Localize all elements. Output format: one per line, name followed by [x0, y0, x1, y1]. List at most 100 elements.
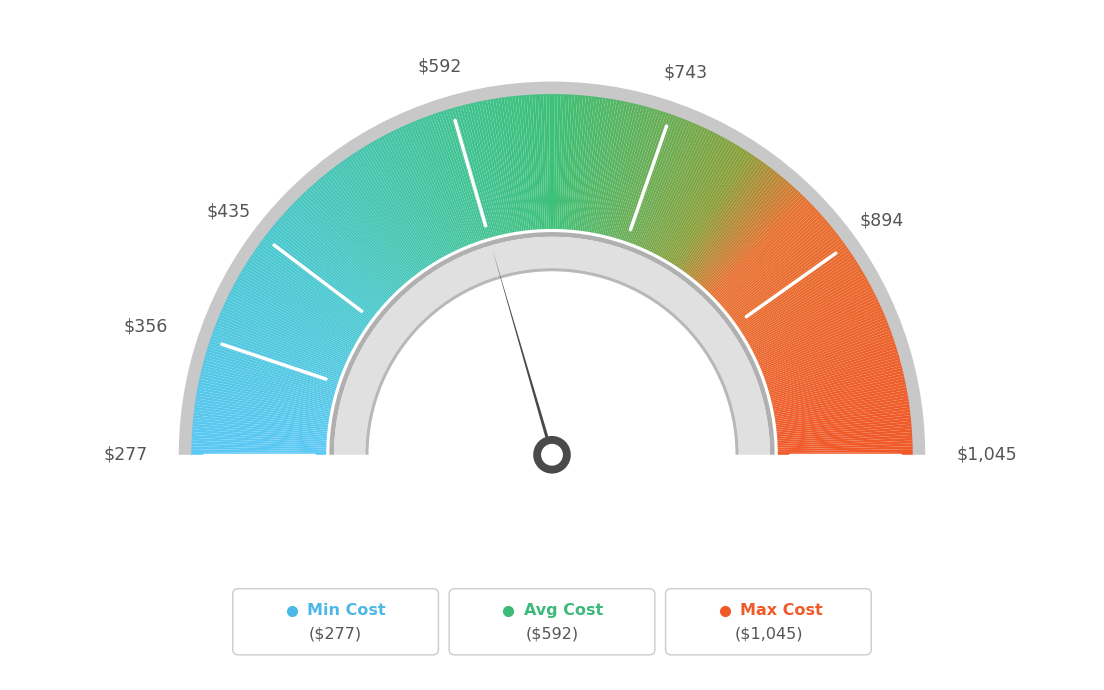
Wedge shape [563, 95, 572, 229]
Wedge shape [357, 150, 431, 265]
Wedge shape [655, 133, 719, 255]
Wedge shape [192, 424, 327, 437]
Wedge shape [209, 341, 338, 385]
Wedge shape [739, 252, 852, 329]
Wedge shape [587, 99, 612, 232]
Wedge shape [765, 335, 893, 382]
Wedge shape [314, 182, 404, 286]
Wedge shape [661, 139, 729, 258]
Wedge shape [570, 95, 583, 230]
Wedge shape [192, 432, 327, 442]
Wedge shape [771, 362, 901, 399]
Wedge shape [201, 368, 332, 402]
Wedge shape [291, 204, 390, 299]
Wedge shape [420, 119, 470, 245]
Wedge shape [659, 137, 725, 257]
Wedge shape [443, 110, 486, 239]
Wedge shape [361, 147, 434, 263]
FancyBboxPatch shape [666, 589, 871, 655]
Wedge shape [244, 264, 360, 337]
Wedge shape [776, 404, 910, 425]
Wedge shape [675, 152, 750, 266]
Wedge shape [485, 100, 511, 233]
Text: Max Cost: Max Cost [740, 603, 822, 618]
Wedge shape [774, 387, 906, 414]
Wedge shape [274, 223, 379, 310]
Wedge shape [279, 216, 383, 307]
Wedge shape [705, 190, 799, 290]
Wedge shape [206, 348, 336, 390]
Wedge shape [776, 418, 911, 433]
Wedge shape [704, 188, 797, 289]
Wedge shape [258, 243, 370, 324]
Wedge shape [496, 98, 519, 232]
Wedge shape [195, 398, 329, 421]
Wedge shape [775, 401, 909, 423]
Wedge shape [757, 306, 882, 364]
Wedge shape [205, 354, 336, 393]
Wedge shape [383, 135, 448, 255]
Wedge shape [191, 441, 327, 448]
Wedge shape [507, 97, 526, 230]
Wedge shape [603, 104, 636, 235]
Wedge shape [769, 359, 901, 397]
Wedge shape [581, 97, 599, 231]
Wedge shape [679, 157, 757, 269]
Wedge shape [468, 104, 501, 235]
Wedge shape [446, 109, 487, 239]
Wedge shape [682, 159, 762, 271]
Wedge shape [198, 387, 330, 414]
Wedge shape [401, 126, 459, 250]
Wedge shape [762, 319, 888, 372]
Wedge shape [373, 140, 442, 259]
Wedge shape [768, 351, 899, 392]
Wedge shape [647, 127, 705, 250]
Wedge shape [766, 338, 894, 384]
Wedge shape [741, 257, 854, 333]
Wedge shape [311, 184, 403, 286]
Wedge shape [627, 115, 675, 242]
Wedge shape [744, 266, 861, 338]
Wedge shape [546, 94, 550, 229]
Wedge shape [197, 390, 330, 416]
Wedge shape [648, 128, 708, 251]
Wedge shape [733, 238, 842, 321]
Text: $894: $894 [860, 211, 904, 230]
Wedge shape [764, 330, 891, 378]
Wedge shape [416, 119, 469, 246]
Wedge shape [578, 97, 597, 230]
Wedge shape [740, 255, 853, 331]
Wedge shape [650, 130, 711, 252]
Wedge shape [670, 147, 743, 263]
Wedge shape [777, 426, 912, 439]
Wedge shape [710, 198, 807, 295]
Wedge shape [763, 327, 891, 377]
Wedge shape [768, 354, 899, 393]
Wedge shape [690, 170, 775, 277]
Wedge shape [701, 184, 793, 286]
Wedge shape [325, 173, 411, 279]
Text: $435: $435 [206, 202, 251, 220]
Wedge shape [518, 95, 532, 230]
Wedge shape [558, 95, 563, 229]
Wedge shape [767, 346, 896, 388]
Wedge shape [344, 158, 424, 270]
Wedge shape [772, 371, 903, 404]
Wedge shape [707, 192, 802, 291]
Wedge shape [698, 179, 786, 283]
Wedge shape [246, 262, 361, 335]
Wedge shape [459, 106, 496, 237]
Text: $277: $277 [103, 446, 148, 464]
Wedge shape [399, 127, 457, 250]
Wedge shape [391, 131, 453, 253]
Wedge shape [582, 97, 603, 231]
Wedge shape [440, 111, 484, 240]
Wedge shape [481, 101, 510, 233]
Wedge shape [336, 165, 417, 274]
Wedge shape [760, 311, 884, 366]
Wedge shape [297, 198, 394, 295]
Wedge shape [700, 182, 790, 286]
Wedge shape [333, 166, 416, 275]
Wedge shape [523, 95, 537, 230]
Wedge shape [726, 225, 831, 312]
